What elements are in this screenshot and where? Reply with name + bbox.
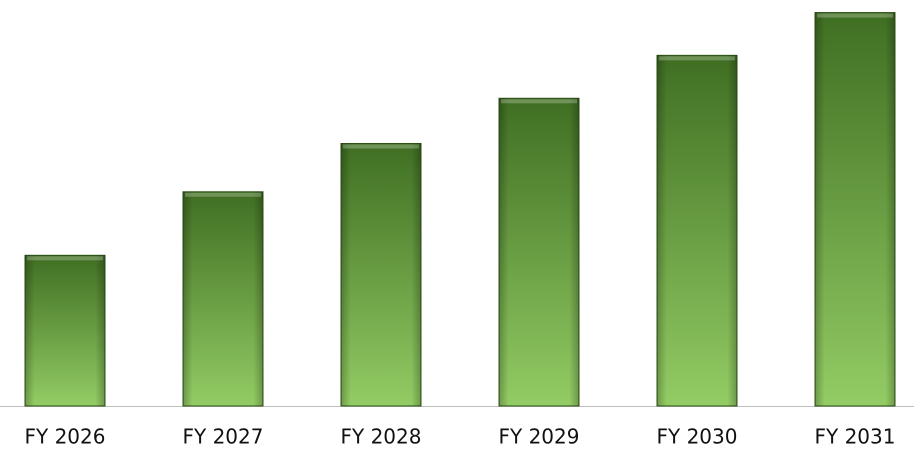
x-tick-label: FY 2026 [25, 425, 106, 449]
bar-bevel [817, 13, 893, 18]
x-tick-label: FY 2031 [815, 425, 896, 449]
bar-bevel [659, 56, 735, 61]
bar-shade [657, 55, 737, 406]
bar-shade [499, 98, 579, 407]
bar-bevel [185, 192, 261, 197]
x-tick-label: FY 2028 [341, 425, 422, 449]
bar-shade [341, 143, 421, 406]
bar-shade [815, 12, 895, 406]
x-tick-label: FY 2030 [657, 425, 738, 449]
bar-bevel [501, 99, 577, 104]
x-tick-label: FY 2027 [183, 425, 264, 449]
bar-bevel [27, 256, 103, 261]
bar-shade [25, 255, 105, 406]
bar-bevel [343, 144, 419, 149]
bar-shade [183, 191, 263, 406]
x-tick-label: FY 2029 [499, 425, 580, 449]
